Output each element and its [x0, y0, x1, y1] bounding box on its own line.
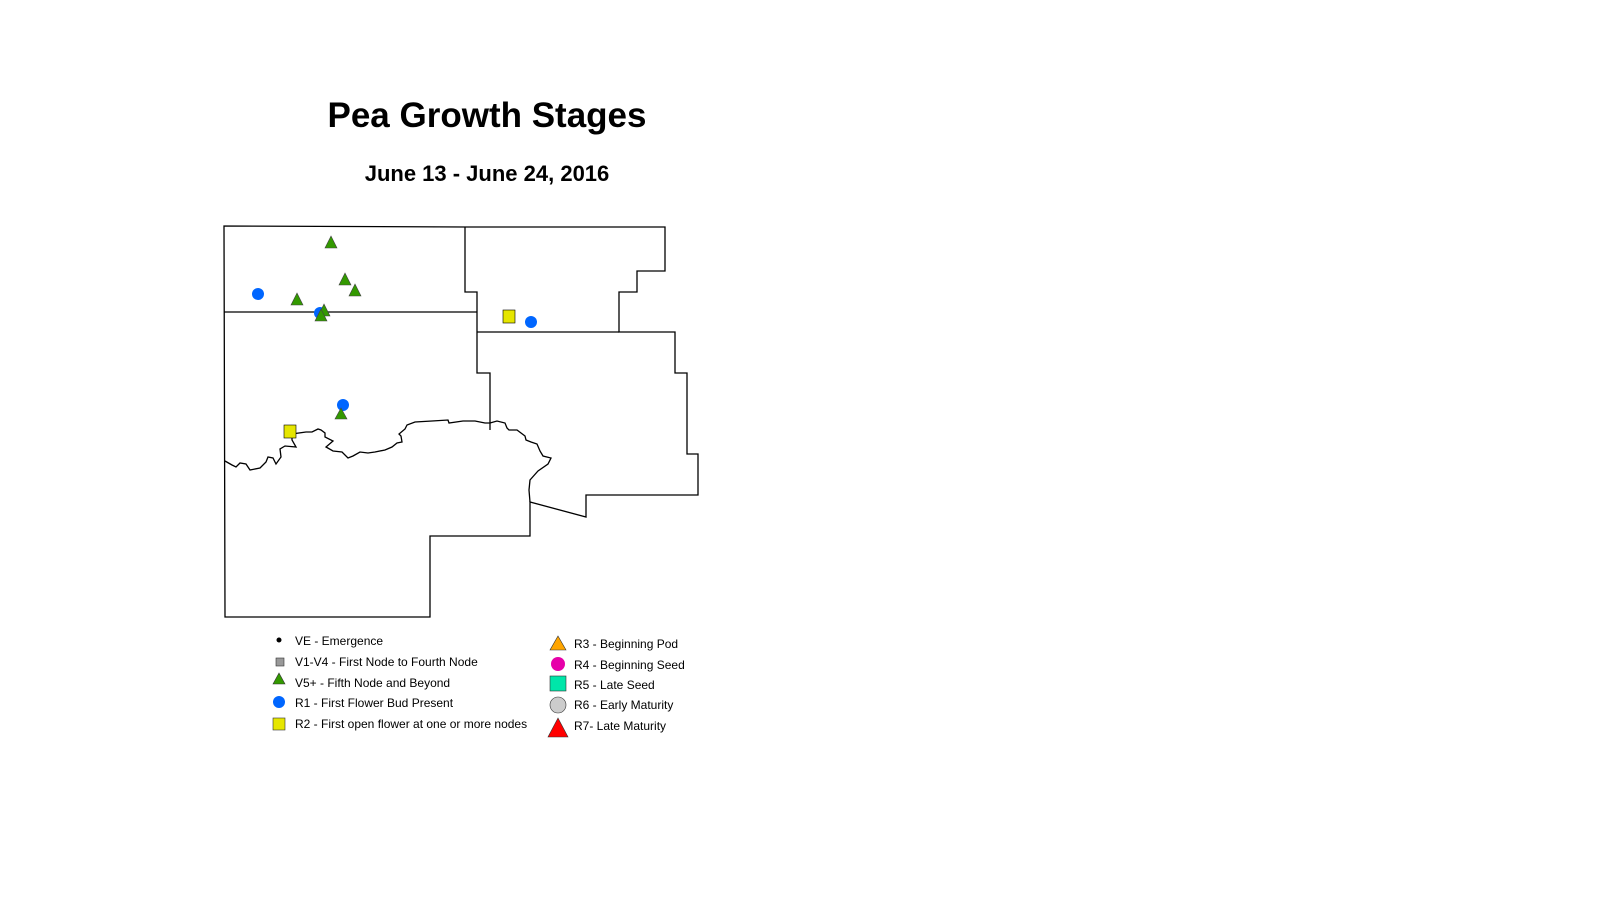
legend-label-r5: R5 - Late Seed: [574, 678, 655, 692]
r2-square-marker[interactable]: [502, 309, 516, 324]
v5-triangle-marker[interactable]: [290, 292, 304, 306]
river-boundary: [224, 419, 552, 503]
map-title: Pea Growth Stages: [327, 96, 647, 135]
r1-circle-marker[interactable]: [252, 288, 264, 300]
v5-triangle-marker[interactable]: [314, 308, 328, 322]
v5-triangle-marker[interactable]: [324, 235, 338, 249]
r2-square-icon: [272, 717, 286, 731]
observation-points: [252, 235, 537, 439]
legend-label-r3: R3 - Beginning Pod: [574, 637, 679, 651]
ve-dot-icon: [276, 637, 282, 643]
r6-circle-icon: [549, 696, 567, 714]
r4-circle-icon: [551, 657, 565, 671]
county-boundaries: [223, 225, 699, 618]
outer-boundary: [223, 225, 699, 618]
legend-label-r6: R6 - Early Maturity: [574, 698, 674, 712]
r1-circle-marker[interactable]: [337, 399, 349, 411]
legend-label-v5: V5+ - Fifth Node and Beyond: [295, 676, 451, 690]
r1-circle-icon: [273, 696, 285, 708]
v1-v4-square-icon: [275, 657, 285, 667]
v5-triangle-marker[interactable]: [338, 272, 352, 286]
v5-triangle-marker[interactable]: [334, 407, 348, 420]
map-subtitle: June 13 - June 24, 2016: [364, 161, 610, 186]
r5-square-icon: [549, 675, 567, 692]
legend-label-r1: R1 - First Flower Bud Present: [295, 696, 454, 710]
v5-triangle-marker[interactable]: [348, 283, 362, 297]
legend-label-r2: R2 - First open flower at one or more no…: [295, 717, 528, 731]
legend-label-v1-v4: V1-V4 - First Node to Fourth Node: [295, 655, 478, 669]
legend-label-r7: R7- Late Maturity: [574, 719, 667, 733]
r1-circle-marker[interactable]: [525, 316, 537, 328]
r7-triangle-icon: [547, 717, 569, 738]
r3-triangle-icon: [549, 635, 567, 651]
v5-triangle-icon: [272, 672, 286, 685]
r2-square-marker[interactable]: [283, 424, 297, 439]
legend-label-r4: R4 - Beginning Seed: [574, 658, 685, 672]
county-line-ne-west: [464, 227, 491, 430]
legend-label-ve: VE - Emergence: [295, 634, 384, 648]
legend-symbols: [272, 635, 569, 738]
